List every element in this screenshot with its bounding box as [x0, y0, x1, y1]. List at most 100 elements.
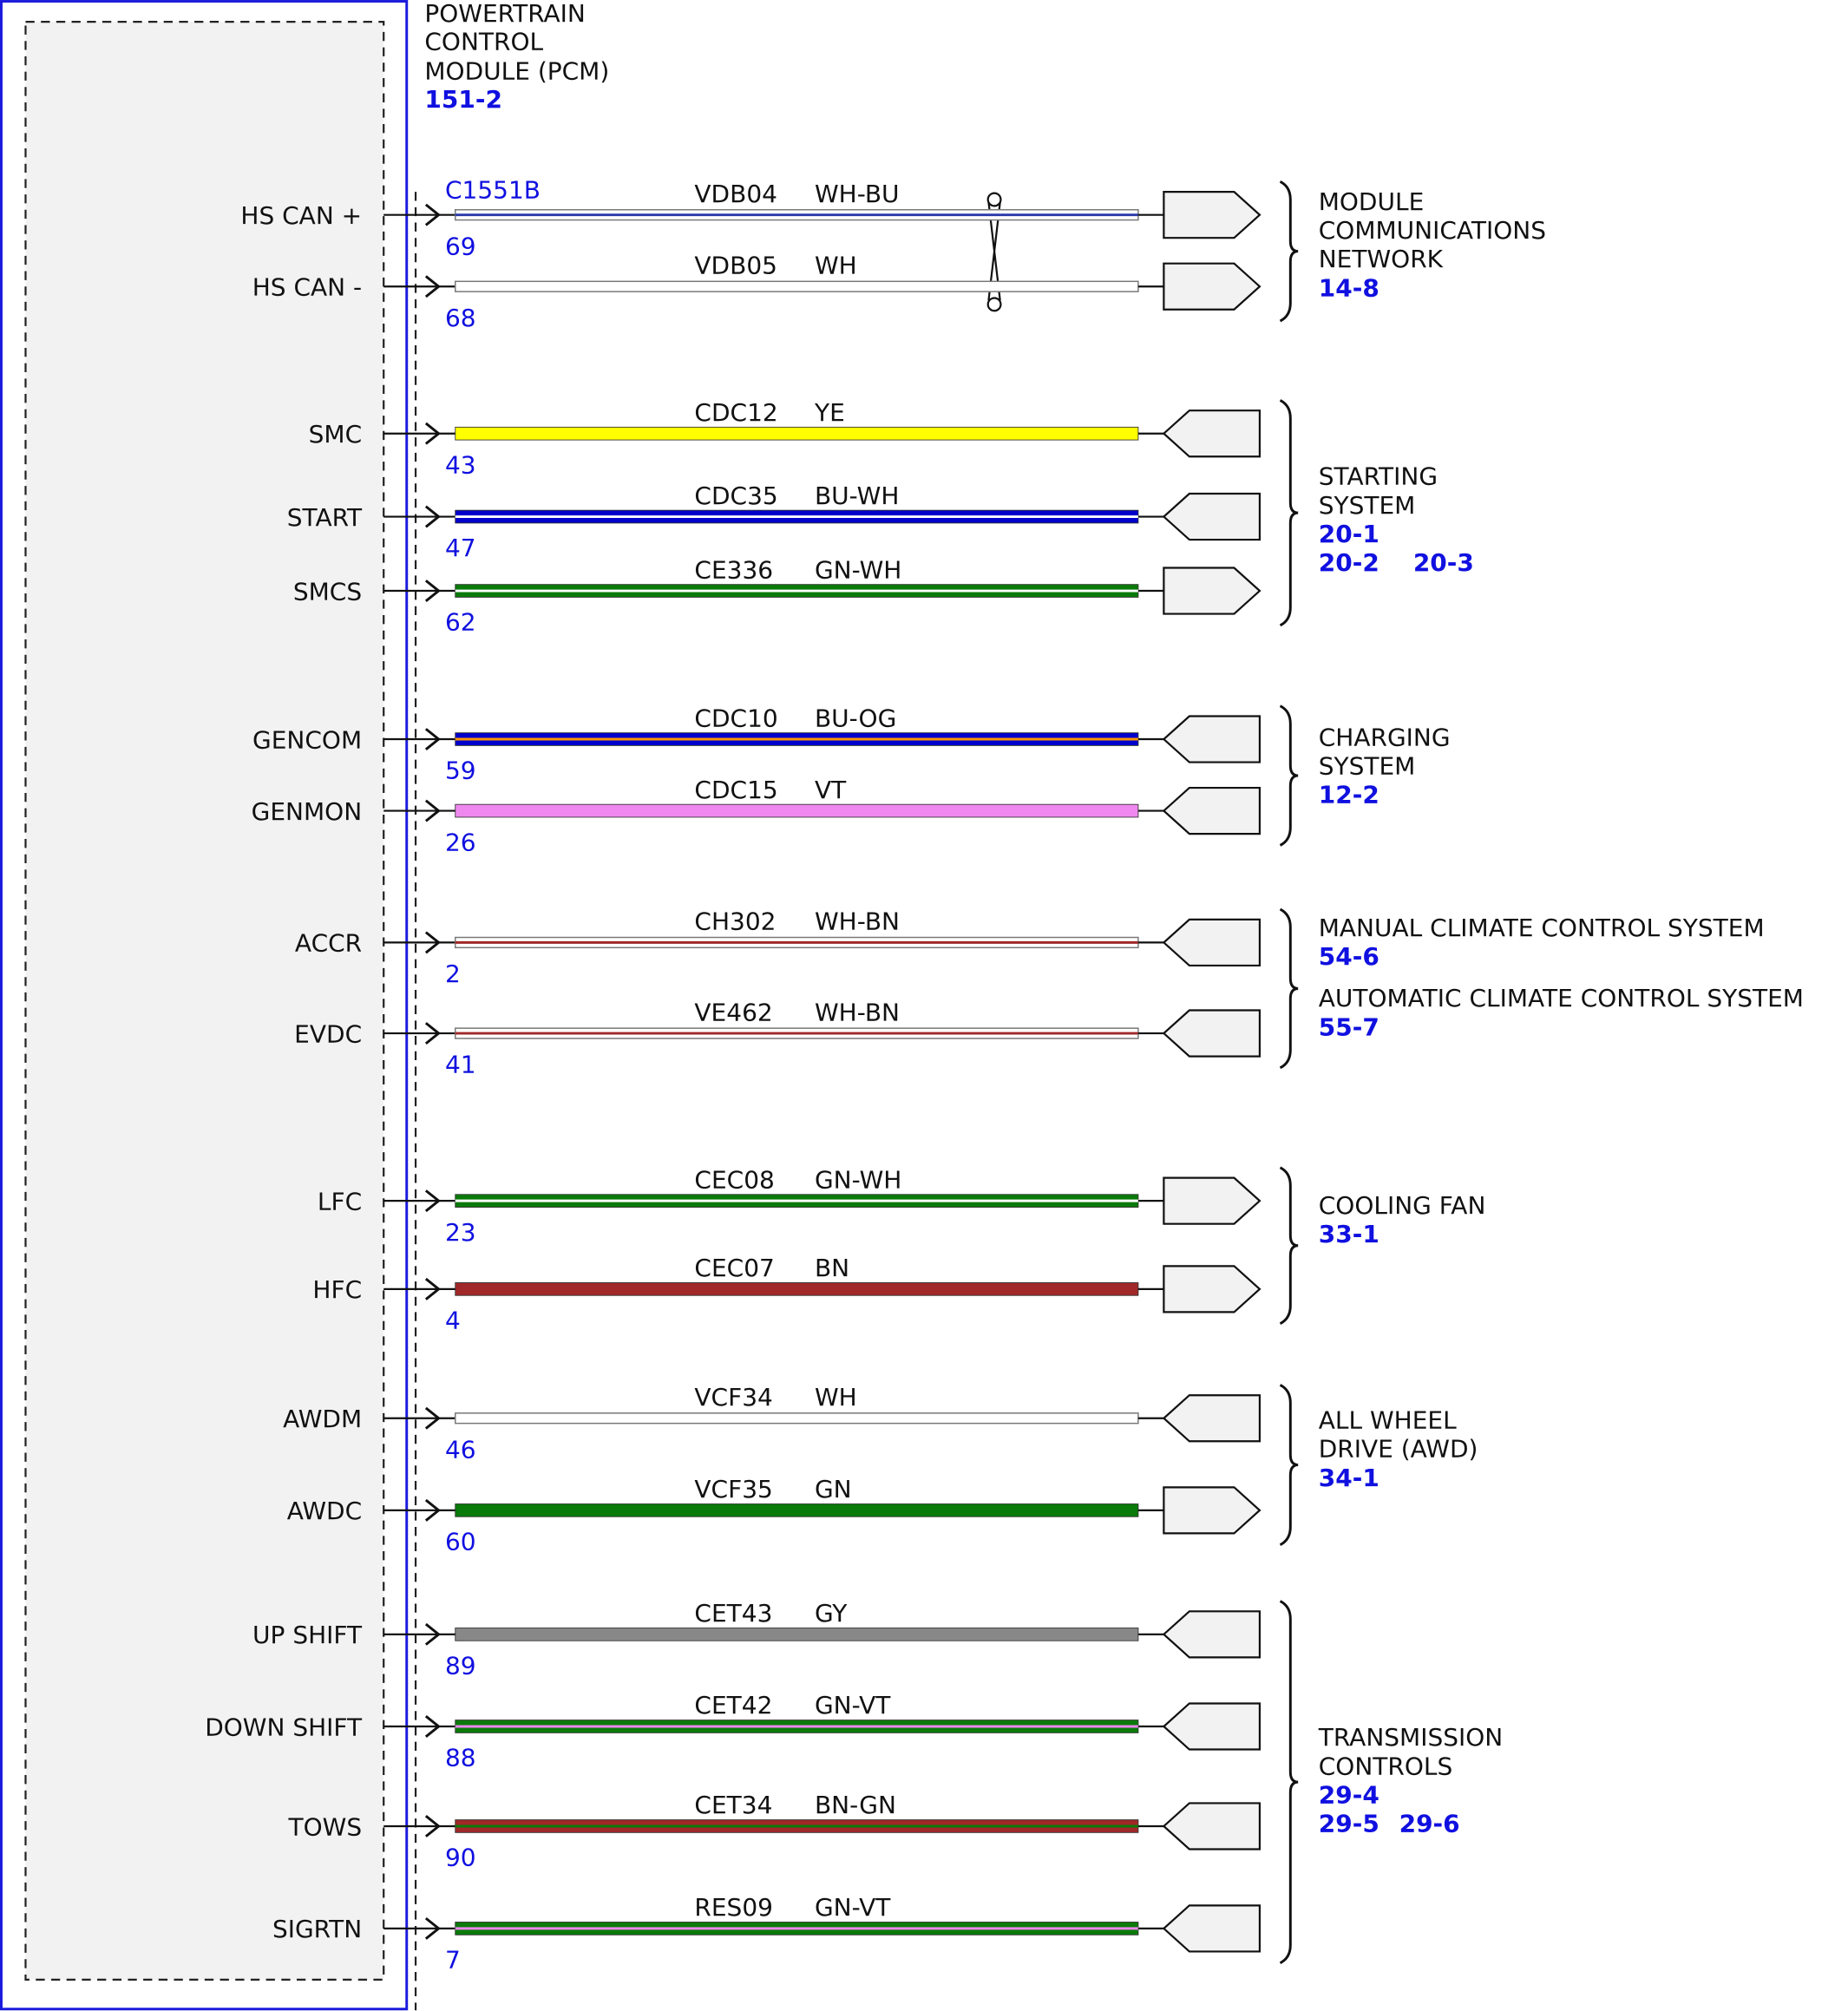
circuit: CEC07 [694, 1254, 774, 1282]
circuit: CET43 [694, 1599, 772, 1628]
page-ref[interactable]: 55-7 [1319, 1012, 1379, 1041]
connector [1163, 262, 1261, 311]
pin-name: TOWS [288, 1812, 363, 1841]
color-code: GY [815, 1599, 848, 1628]
circuit: CH302 [694, 907, 776, 936]
pin-arrow [424, 1622, 441, 1646]
module-body [24, 20, 385, 1981]
circuit: CET42 [694, 1691, 772, 1720]
module-ref[interactable]: 151-2 [424, 85, 502, 114]
pin-number: 69 [445, 232, 476, 260]
pin-number: 60 [445, 1528, 476, 1556]
pin-name: DOWN SHIFT [205, 1713, 363, 1741]
pin-name: HFC [312, 1275, 362, 1304]
pin-number: 47 [445, 534, 476, 562]
circuit: CET34 [694, 1791, 772, 1819]
page-ref[interactable]: 33-1 [1319, 1220, 1379, 1248]
page-ref[interactable]: 29-6 [1399, 1810, 1460, 1838]
pin-number: 59 [445, 757, 476, 785]
connector [1162, 1802, 1261, 1851]
page-ref[interactable]: 34-1 [1319, 1464, 1379, 1492]
pin-arrow [424, 275, 441, 298]
wire [455, 1282, 1139, 1296]
page-ref[interactable]: 14-8 [1319, 273, 1379, 302]
pin-name: HS CAN - [252, 273, 362, 302]
color-code: BU-OG [815, 704, 896, 732]
circuit: CDC15 [694, 776, 777, 804]
pin-arrow [424, 422, 441, 445]
connector [1163, 567, 1261, 615]
page-ref[interactable]: 29-4 [1319, 1780, 1379, 1809]
wire [455, 280, 1139, 292]
connector [1163, 1176, 1261, 1225]
pin-arrow [424, 1277, 441, 1300]
system-label: SYSTEM [1319, 752, 1416, 781]
pin-number: 68 [445, 304, 476, 332]
connector [1162, 1009, 1261, 1058]
brace [1279, 704, 1299, 847]
pin-arrow [424, 1406, 441, 1430]
pin-number: 62 [445, 608, 476, 637]
pin-arrow [424, 1498, 441, 1522]
system-label: MANUAL CLIMATE CONTROL SYSTEM [1319, 914, 1765, 942]
circuit: CDC35 [694, 481, 777, 510]
page-ref[interactable]: 54-6 [1319, 942, 1379, 971]
system-label: CHARGING [1319, 723, 1451, 751]
page-ref[interactable]: 20-3 [1413, 548, 1474, 577]
system-label: DRIVE (AWD) [1319, 1435, 1478, 1464]
system-label: MODULE [1319, 187, 1425, 216]
pin-name: SMCS [293, 577, 362, 606]
color-code: WH-BU [815, 180, 900, 208]
color-code: WH-BN [815, 998, 900, 1026]
color-code: WH [815, 251, 857, 279]
system-label: STARTING [1319, 462, 1438, 491]
pin-number: 89 [445, 1652, 476, 1680]
connector [1162, 1904, 1261, 1953]
connector [1163, 1265, 1261, 1313]
pin-arrow [424, 505, 441, 528]
connector [1162, 918, 1261, 967]
pin-name: EVDC [294, 1019, 362, 1048]
pin-name: GENCOM [252, 725, 362, 754]
pin-arrow [424, 799, 441, 822]
page-ref[interactable]: 12-2 [1319, 781, 1379, 809]
system-label: COMMUNICATIONS [1319, 216, 1546, 245]
connector [1162, 1394, 1261, 1443]
pin-name: START [287, 503, 363, 532]
color-code: BN-GN [815, 1791, 896, 1819]
color-code: WH [815, 1383, 857, 1412]
system-label: AUTOMATIC CLIMATE CONTROL SYSTEM [1319, 984, 1804, 1012]
wire [455, 803, 1139, 818]
pin-arrow [424, 203, 441, 226]
wire [455, 426, 1139, 441]
color-code: GN-VT [815, 1893, 891, 1922]
brace [1279, 399, 1299, 627]
pin-number: 26 [445, 828, 476, 856]
system-label: ALL WHEEL [1319, 1406, 1457, 1435]
connector [1162, 492, 1261, 541]
pin-arrow [424, 1022, 441, 1045]
page-ref[interactable]: 20-2 [1319, 548, 1379, 577]
connector [1163, 1486, 1261, 1535]
page-ref[interactable]: 29-5 [1319, 1810, 1379, 1838]
pin-number: 23 [445, 1218, 476, 1247]
color-code: YE [814, 398, 845, 427]
brace [1279, 1600, 1299, 1965]
wire [455, 1503, 1139, 1517]
color-code: GN [815, 1475, 852, 1503]
pin-name: ACCR [295, 929, 362, 958]
color-code: BU-WH [815, 481, 899, 510]
color-code: WH-BN [815, 907, 900, 936]
page-ref[interactable]: 20-1 [1319, 520, 1379, 548]
pin-arrow [424, 1715, 441, 1738]
pin-arrow [424, 1815, 441, 1837]
system-label: NETWORK [1319, 245, 1444, 273]
circuit: CE336 [694, 555, 773, 584]
pin-name: AWDC [287, 1497, 362, 1525]
brace [1279, 907, 1299, 1070]
connector [1162, 409, 1261, 458]
pin-number: 4 [445, 1307, 461, 1335]
pin-name: SMC [309, 420, 362, 449]
connector [1162, 786, 1261, 835]
